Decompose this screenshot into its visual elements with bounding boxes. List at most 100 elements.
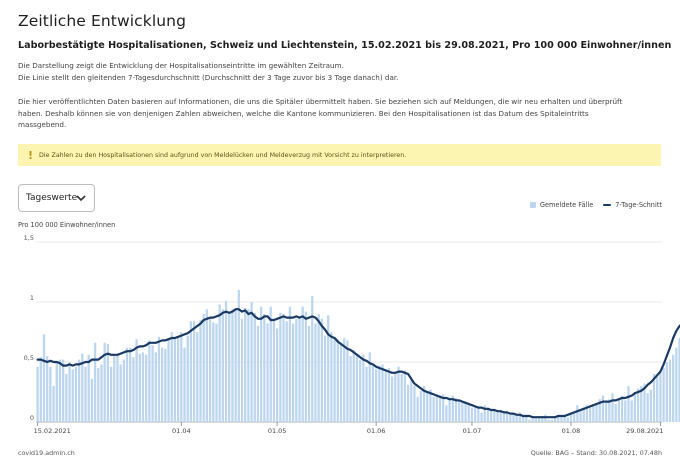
bar xyxy=(61,359,65,422)
bar xyxy=(426,392,429,422)
bar xyxy=(598,399,601,422)
bar xyxy=(336,339,339,422)
bar xyxy=(65,374,68,422)
bar xyxy=(228,311,231,422)
moving-average-line xyxy=(36,308,680,419)
bar xyxy=(333,338,336,422)
bar xyxy=(49,366,52,422)
bar xyxy=(486,407,490,422)
bar xyxy=(656,376,659,422)
bar xyxy=(138,353,141,422)
bar xyxy=(170,332,173,422)
bar xyxy=(269,306,272,422)
bar xyxy=(608,399,611,422)
bar xyxy=(145,354,148,422)
bar xyxy=(544,414,547,422)
bar xyxy=(122,359,125,422)
legend-label-bars: Gemeldete Fälle xyxy=(539,201,594,209)
bar xyxy=(557,414,560,422)
bar xyxy=(349,356,352,422)
bar xyxy=(97,368,100,422)
bar xyxy=(416,396,419,422)
bar xyxy=(624,400,627,422)
bar xyxy=(250,302,253,422)
value-type-select[interactable]: Tageswerte xyxy=(18,184,95,212)
bar xyxy=(588,406,592,422)
bar xyxy=(646,393,649,422)
legend-item-line[interactable]: 7-Tage-Schnitt xyxy=(603,201,662,209)
y-tick-label: 0,5 xyxy=(24,354,34,362)
bar xyxy=(604,402,608,422)
bar xyxy=(148,340,151,422)
bar xyxy=(464,402,467,422)
bar xyxy=(240,318,244,422)
bar xyxy=(531,418,534,422)
bar xyxy=(84,366,87,422)
bar xyxy=(74,366,78,422)
bar xyxy=(493,408,496,422)
bar xyxy=(180,332,183,422)
bar xyxy=(314,323,317,422)
x-tick-label: 15.02.2021 xyxy=(34,427,71,435)
bar xyxy=(480,412,483,422)
chevron-down-icon xyxy=(76,195,86,202)
description-text: Die Darstellung zeigt die Entwicklung de… xyxy=(18,60,658,83)
bar xyxy=(620,395,624,422)
x-tick-label: 01.04 xyxy=(172,427,191,435)
x-tick-label: 01.07 xyxy=(463,427,482,435)
bar xyxy=(563,414,566,422)
bar xyxy=(135,339,138,422)
description-line-2: Die Linie stellt den gleitenden 7-Tagesd… xyxy=(18,72,399,82)
info-text: Die hier veröffentlichten Daten basieren… xyxy=(18,96,658,131)
bar xyxy=(189,321,193,422)
bar xyxy=(489,410,493,422)
bar xyxy=(438,395,442,422)
bar xyxy=(406,384,410,422)
bar xyxy=(263,314,266,422)
chart-subtitle: Laborbestätigte Hospitalisationen, Schwe… xyxy=(18,40,672,51)
bar xyxy=(585,405,589,422)
bar xyxy=(537,417,541,422)
warning-banner: ! Die Zahlen zu den Hospitalisationen si… xyxy=(18,144,661,166)
bar xyxy=(553,416,557,422)
bar xyxy=(157,336,161,422)
bar xyxy=(397,366,400,422)
bar xyxy=(307,326,311,422)
info-line-1: Die hier veröffentlichten Daten basieren… xyxy=(18,97,623,106)
bar xyxy=(215,323,218,422)
bar xyxy=(192,321,196,422)
y-tick-label: 1,5 xyxy=(24,234,34,242)
bar xyxy=(662,368,665,422)
bar xyxy=(173,338,177,422)
bar xyxy=(378,365,381,422)
bar xyxy=(346,340,349,422)
bar xyxy=(579,410,582,422)
bar xyxy=(46,356,49,422)
bar xyxy=(224,300,228,422)
bar xyxy=(119,364,122,422)
bar xyxy=(355,353,359,422)
bar xyxy=(186,335,189,422)
bar xyxy=(311,296,314,422)
bar xyxy=(218,304,221,422)
bar xyxy=(659,371,662,422)
bar xyxy=(419,390,423,422)
bar xyxy=(675,347,678,422)
bar xyxy=(477,406,480,422)
legend-label-line: 7-Tage-Schnitt xyxy=(615,201,662,209)
bar xyxy=(678,338,680,422)
bar xyxy=(317,314,320,422)
legend-item-bars[interactable]: Gemeldete Fälle xyxy=(529,201,594,209)
bar xyxy=(614,404,617,422)
bar xyxy=(266,323,269,422)
bar xyxy=(106,344,110,422)
bar xyxy=(470,407,474,422)
bar xyxy=(247,309,250,422)
info-line-3: massgebend. xyxy=(18,120,67,130)
page-title: Zeitliche Entwicklung xyxy=(18,12,187,30)
warning-text: Die Zahlen zu den Hospitalisationen sind… xyxy=(39,151,407,159)
bar xyxy=(636,388,640,422)
bar xyxy=(288,306,292,422)
bar xyxy=(617,398,621,422)
